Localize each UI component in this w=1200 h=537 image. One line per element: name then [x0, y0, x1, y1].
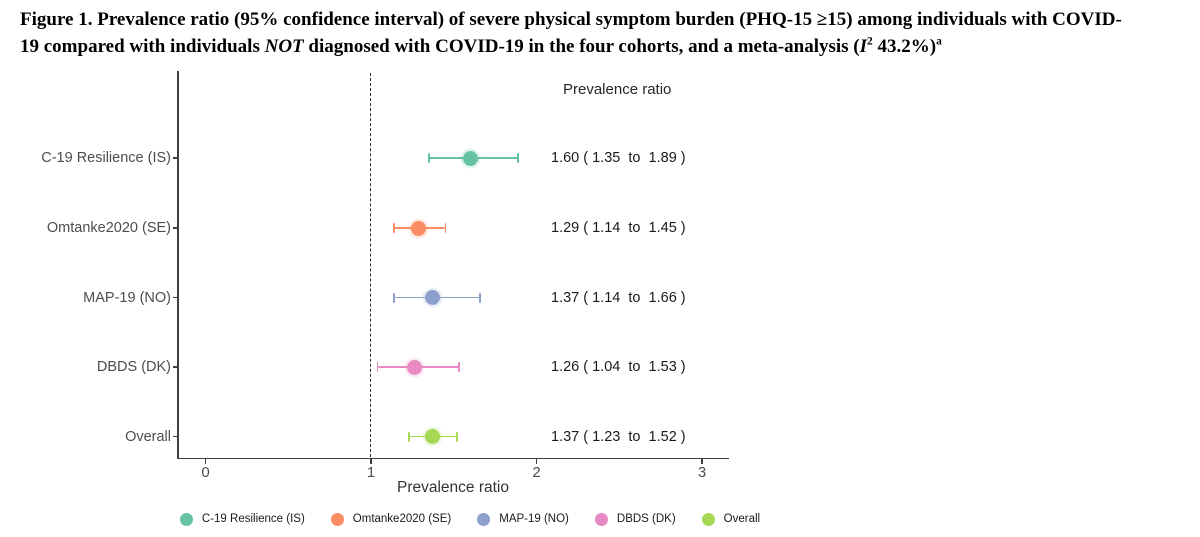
- legend-item: DBDS (DK): [594, 512, 676, 526]
- ci-cap-high: [479, 292, 482, 303]
- legend-swatch-icon: [179, 512, 193, 526]
- legend-item: C-19 Resilience (IS): [179, 512, 305, 526]
- estimate-dot: [406, 359, 422, 375]
- y-tick: [172, 435, 178, 438]
- y-tick: [172, 227, 178, 229]
- legend-label: C-19 Resilience (IS): [201, 513, 305, 525]
- estimate-dot: [411, 220, 427, 236]
- estimate-text: 1.60 ( 1.35 to 1.89 ): [551, 150, 686, 166]
- ci-cap-high: [444, 223, 447, 233]
- figure-title-line: 19 compared with individuals NOT diagnos…: [20, 33, 1198, 60]
- figure-title-segment: a: [936, 35, 942, 48]
- x-tick: [535, 459, 538, 464]
- prevalence-ratio-column-header: Prevalence ratio: [563, 81, 672, 98]
- figure-title-segment: Figure 1. Prevalence ratio (95% confiden…: [20, 9, 1122, 30]
- reference-line-x1: [370, 73, 372, 457]
- ci-cap-low: [376, 362, 379, 372]
- x-tick-label: 2: [532, 464, 541, 481]
- row-label: C-19 Resilience (IS): [41, 150, 171, 166]
- legend-item: MAP-19 (NO): [477, 512, 569, 526]
- y-axis-line: [177, 71, 179, 458]
- x-axis-title: Prevalence ratio: [396, 479, 510, 496]
- x-tick-label: 0: [201, 464, 210, 481]
- row-label: DBDS (DK): [96, 359, 171, 375]
- legend-swatch-icon: [701, 512, 715, 526]
- ci-cap-low: [428, 153, 430, 163]
- figure-title-segment: 19 compared with individuals: [20, 36, 265, 57]
- ci-cap-low: [408, 431, 410, 442]
- row-label: Omtanke2020 (SE): [46, 220, 171, 236]
- y-tick: [172, 296, 178, 299]
- legend-label: MAP-19 (NO): [499, 513, 569, 525]
- x-tick-label: 3: [697, 464, 707, 481]
- ci-cap-low: [393, 223, 395, 233]
- ci-cap-high: [456, 431, 458, 442]
- ci-cap-high: [457, 362, 460, 372]
- figure-title-segment: I: [859, 36, 868, 57]
- figure-title-line: Figure 1. Prevalence ratio (95% confiden…: [20, 6, 1198, 33]
- y-tick: [172, 366, 178, 368]
- legend-swatch-icon: [477, 512, 491, 526]
- legend-label: Omtanke2020 (SE): [352, 513, 452, 525]
- figure-title-segment: diagnosed with COVID-19 in the four coho…: [303, 36, 860, 57]
- figure-title-segment: NOT: [264, 36, 304, 57]
- legend-item: Omtanke2020 (SE): [330, 512, 452, 526]
- y-tick: [172, 157, 178, 159]
- estimate-text: 1.29 ( 1.14 to 1.45 ): [551, 220, 686, 236]
- estimate-text: 1.37 ( 1.14 to 1.66 ): [551, 289, 686, 306]
- figure-title: Figure 1. Prevalence ratio (95% confiden…: [20, 6, 1198, 60]
- x-tick-label: 1: [366, 464, 376, 481]
- ci-cap-high: [517, 153, 520, 163]
- figure-title-segment: 2: [867, 35, 873, 48]
- x-tick: [701, 459, 703, 464]
- row-label: Overall: [125, 428, 171, 445]
- estimate-dot: [424, 290, 440, 305]
- figure-title-segment: 43.2%): [872, 36, 937, 57]
- legend-item: Overall: [701, 512, 761, 526]
- legend: C-19 Resilience (IS) Omtanke2020 (SE) MAP-…: [0, 508, 940, 530]
- estimate-text: 1.26 ( 1.04 to 1.53 ): [551, 359, 686, 375]
- legend-swatch-icon: [330, 512, 344, 526]
- estimate-text: 1.37 ( 1.23 to 1.52 ): [551, 428, 686, 445]
- x-tick: [370, 459, 372, 464]
- legend-label: Overall: [723, 513, 761, 525]
- legend-swatch-icon: [594, 512, 608, 526]
- legend-label: DBDS (DK): [616, 513, 676, 525]
- x-axis-line: [177, 457, 730, 460]
- ci-cap-low: [393, 292, 395, 303]
- x-tick: [204, 459, 207, 464]
- row-label: MAP-19 (NO): [83, 289, 171, 306]
- estimate-dot: [424, 429, 440, 444]
- estimate-dot: [462, 150, 478, 166]
